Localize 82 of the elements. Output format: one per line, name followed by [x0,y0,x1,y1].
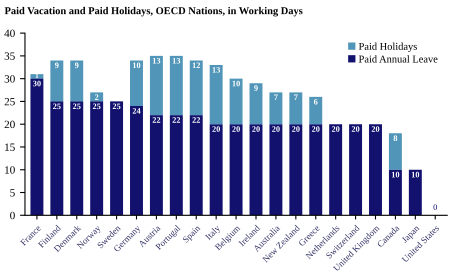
data-label: 10 [412,172,420,178]
data-label: 30 [33,80,41,86]
data-label: 2 [94,94,98,100]
chart-title: Paid Vacation and Paid Holidays, OECD Nations, in Working Days [4,6,303,16]
data-label: 13 [152,58,160,64]
data-label: 13 [212,67,220,73]
bar [250,124,262,216]
bar [150,56,163,116]
bar [349,124,362,216]
bar [289,124,302,216]
data-label: 6 [314,98,318,105]
bar [210,124,223,216]
bar [408,170,422,216]
y-tick-label: 35 [4,52,15,60]
data-label: 13 [172,58,180,64]
bar [30,78,44,216]
data-label: 20 [332,126,340,132]
bar [250,83,262,124]
y-tick-label: 0 [10,212,15,220]
bar [150,115,163,216]
bar [269,124,282,216]
y-tick-label: 20 [4,120,15,128]
data-label: 20 [372,126,380,132]
data-label: 25 [112,104,120,110]
data-label: 25 [53,104,61,110]
data-label: 20 [352,126,360,132]
data-label: 9 [254,85,258,91]
data-label: 20 [292,126,300,132]
data-label: 20 [232,126,240,132]
legend-label: Paid Annual Leave [358,55,438,63]
data-label: 20 [212,126,220,132]
bar [269,92,282,124]
data-label: 9 [74,62,79,68]
data-label: 7 [294,94,298,100]
data-label: 7 [274,94,278,100]
y-tick-label: 30 [4,75,15,83]
bar [369,124,382,216]
bar [50,101,64,216]
data-label: 12 [192,62,200,68]
data-label: 20 [312,126,320,132]
data-label: 10 [392,172,400,178]
bar [190,60,203,116]
y-tick-label: 5 [10,189,15,196]
bar [50,60,64,102]
y-tick-label: 25 [4,98,15,106]
bar [70,101,84,216]
bar [388,170,402,216]
data-label: 8 [394,135,398,141]
data-label: 20 [252,126,260,132]
y-tick-label: 40 [4,30,15,38]
data-label: 25 [72,104,81,110]
bar [309,96,322,124]
bar [230,124,243,216]
bar [130,106,143,216]
bar [329,124,342,216]
bar [190,115,203,216]
data-label: 22 [192,117,200,123]
data-label: 10 [133,62,140,68]
data-label: 24 [132,108,141,114]
bar [130,60,143,106]
data-label: 10 [232,80,240,86]
data-label: 22 [152,117,160,123]
data-label: 25 [92,104,101,110]
bar [230,78,243,124]
y-tick-label: 10 [5,166,15,174]
bar [289,92,302,124]
y-tick-label: 15 [5,143,15,151]
bar [90,92,104,102]
bar [90,101,104,216]
data-label: 20 [272,126,280,132]
bar [110,101,124,216]
bar [70,60,84,102]
data-label: 0 [433,204,438,210]
bar [170,56,183,116]
data-label: 9 [54,62,59,68]
bar [30,74,44,79]
bar [170,115,183,216]
data-label: 22 [172,117,180,123]
bar [388,133,402,170]
legend-label: Paid Holidays [358,42,417,52]
bar [210,65,223,124]
bar [309,124,322,216]
